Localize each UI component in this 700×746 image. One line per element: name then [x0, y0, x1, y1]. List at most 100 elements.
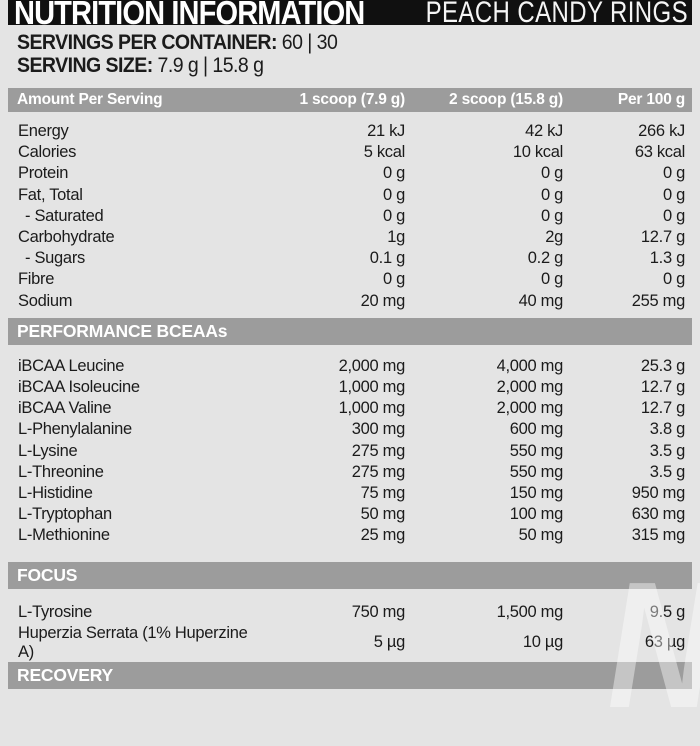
row-name: Energy: [18, 122, 69, 141]
value-1-scoop: 300 mg: [351, 420, 406, 439]
value-per-100g: 63 kcal: [634, 143, 685, 162]
value-2-scoop: 10 kcal: [512, 143, 563, 162]
value-per-100g: 12.7 g: [640, 228, 685, 247]
value-2-scoop: 40 mg: [518, 291, 564, 310]
value-per-100g: 63 µg: [644, 633, 685, 652]
value-per-100g: 950 mg: [631, 483, 686, 502]
value-per-100g: 1.3 g: [649, 249, 686, 268]
table-row: L-Methionine 25 mg 50 mg 315 mg: [8, 525, 692, 546]
serving-info: SERVINGS PER CONTAINER: 60 | 30 SERVING …: [8, 31, 692, 77]
value-per-100g: 315 mg: [631, 526, 686, 545]
value-per-100g: 3.8 g: [649, 420, 686, 439]
value-2-scoop: 0 g: [540, 206, 563, 225]
serving-size-value: 7.9 g | 15.8 g: [157, 54, 264, 77]
table-row: - Saturated 0 g 0 g 0 g: [8, 206, 692, 227]
value-per-100g: 255 mg: [631, 291, 686, 310]
value-1-scoop: 275 mg: [351, 462, 406, 481]
servings-per-container-value: 60 | 30: [281, 31, 338, 54]
table-body: Energy 21 kJ 42 kJ 266 kJ Calories 5 kcal 10 k…: [8, 112, 692, 689]
section-rows: Energy 21 kJ 42 kJ 266 kJ Calories 5 kcal 10 k…: [8, 112, 692, 318]
row-name: Sodium: [18, 291, 73, 310]
section-header-focus: FOCUS: [8, 562, 692, 590]
table-row: L-Lysine 275 mg 550 mg 3.5 g: [8, 440, 692, 461]
flavor-name: PEACH CANDY RINGS: [425, 0, 688, 25]
table-row: Protein 0 g 0 g 0 g: [8, 163, 692, 184]
row-name: L-Phenylalanine: [18, 420, 132, 439]
column-header-row: Amount Per Serving 1 scoop (7.9 g) 2 sco…: [8, 88, 692, 112]
value-1-scoop: 2,000 mg: [338, 356, 406, 375]
section-title: PERFORMANCE BCEAAs: [17, 320, 228, 341]
section-header-performance-bceaas: PERFORMANCE BCEAAs: [8, 317, 692, 345]
value-2-scoop: 0 g: [540, 270, 563, 289]
servings-per-container-label: SERVINGS PER CONTAINER:: [17, 31, 277, 54]
section-rows: iBCAA Leucine 2,000 mg 4,000 mg 25.3 g iBCAA…: [8, 345, 692, 563]
value-1-scoop: 0 g: [382, 185, 405, 204]
value-2-scoop: 2,000 mg: [496, 377, 564, 396]
value-per-100g: 12.7 g: [640, 399, 685, 418]
value-2-scoop: 600 mg: [509, 420, 564, 439]
value-2-scoop: 0.2 g: [527, 249, 564, 268]
value-1-scoop: 0 g: [382, 164, 405, 183]
value-2-scoop: 2,000 mg: [496, 399, 564, 418]
row-name: iBCAA Leucine: [18, 356, 125, 375]
row-name: - Sugars: [25, 249, 85, 268]
table-row: L-Phenylalanine 300 mg 600 mg 3.8 g: [8, 419, 692, 440]
section-header-recovery: RECOVERY: [8, 661, 692, 689]
table-row: iBCAA Valine 1,000 mg 2,000 mg 12.7 g: [8, 398, 692, 419]
value-per-100g: 3.5 g: [649, 462, 686, 481]
row-name: Carbohydrate: [18, 228, 115, 247]
value-2-scoop: 550 mg: [509, 441, 564, 460]
value-2-scoop: 4,000 mg: [496, 356, 564, 375]
value-2-scoop: 0 g: [540, 164, 563, 183]
row-name: L-Lysine: [18, 441, 78, 460]
value-1-scoop: 21 kJ: [367, 122, 405, 141]
value-1-scoop: 0 g: [382, 270, 405, 289]
section-title: RECOVERY: [17, 664, 113, 685]
row-name: iBCAA Valine: [18, 399, 112, 418]
value-1-scoop: 0 g: [382, 206, 405, 225]
value-1-scoop: 1,000 mg: [338, 377, 406, 396]
row-name: Fat, Total: [18, 185, 83, 204]
serving-size-line: SERVING SIZE: 7.9 g | 15.8 g: [17, 54, 645, 77]
value-2-scoop: 42 kJ: [525, 122, 563, 141]
value-1-scoop: 1g: [387, 228, 405, 247]
value-1-scoop: 20 mg: [360, 291, 406, 310]
column-1-scoop: 1 scoop (7.9 g): [299, 91, 405, 108]
value-2-scoop: 2g: [545, 228, 563, 247]
label-title: NUTRITION INFORMATION: [14, 0, 365, 25]
value-per-100g: 0 g: [662, 185, 685, 204]
row-name: - Saturated: [25, 206, 104, 225]
value-per-100g: 9.5 g: [649, 603, 686, 622]
section-rows: L-Tyrosine 750 mg 1,500 mg 9.5 g Huperzia Se…: [8, 589, 692, 661]
value-1-scoop: 750 mg: [351, 603, 406, 622]
table-row: Fat, Total 0 g 0 g 0 g: [8, 185, 692, 206]
table-row: - Sugars 0.1 g 0.2 g 1.3 g: [8, 248, 692, 269]
table-row: iBCAA Isoleucine 1,000 mg 2,000 mg 12.7 g: [8, 377, 692, 398]
table-row: L-Tyrosine 750 mg 1,500 mg 9.5 g: [8, 602, 692, 623]
table-row: Calories 5 kcal 10 kcal 63 kcal: [8, 142, 692, 163]
value-2-scoop: 10 µg: [522, 633, 563, 652]
table-row: Fibre 0 g 0 g 0 g: [8, 269, 692, 290]
table-row: Huperzia Serrata (1% Huperzine A) 5 µg 10 …: [8, 624, 692, 661]
value-2-scoop: 0 g: [540, 185, 563, 204]
value-2-scoop: 1,500 mg: [496, 603, 564, 622]
row-name: L-Tryptophan: [18, 505, 112, 524]
table-row: L-Histidine 75 mg 150 mg 950 mg: [8, 483, 692, 504]
table-row: Energy 21 kJ 42 kJ 266 kJ: [8, 121, 692, 142]
row-name: Calories: [18, 143, 77, 162]
value-1-scoop: 0.1 g: [369, 249, 406, 268]
column-per-100g: Per 100 g: [617, 91, 685, 108]
column-amount-per-serving: Amount Per Serving: [17, 91, 163, 108]
row-name: L-Tyrosine: [18, 603, 93, 622]
value-per-100g: 3.5 g: [649, 441, 686, 460]
value-1-scoop: 5 µg: [373, 633, 406, 652]
serving-size-label: SERVING SIZE:: [17, 54, 153, 77]
section-title: FOCUS: [17, 565, 78, 586]
row-name: Protein: [18, 164, 69, 183]
table-row: Carbohydrate 1g 2g 12.7 g: [8, 227, 692, 248]
value-2-scoop: 50 mg: [518, 526, 564, 545]
table-row: iBCAA Leucine 2,000 mg 4,000 mg 25.3 g: [8, 356, 692, 377]
value-1-scoop: 75 mg: [360, 483, 406, 502]
table-row: Sodium 20 mg 40 mg 255 mg: [8, 291, 692, 312]
value-1-scoop: 275 mg: [351, 441, 406, 460]
